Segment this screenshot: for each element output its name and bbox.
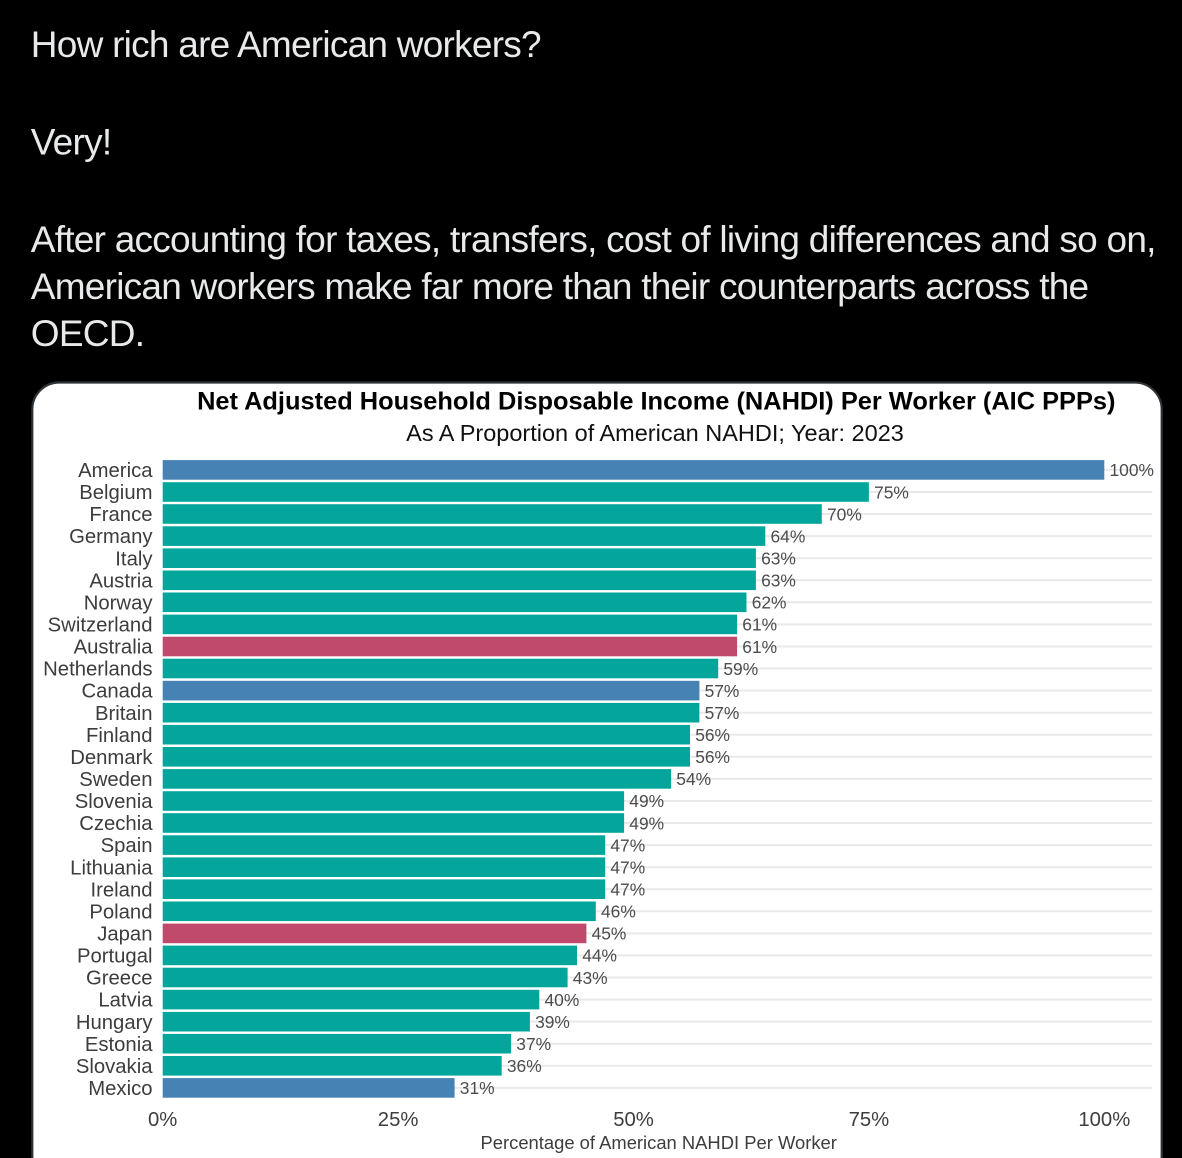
svg-text:54%: 54% <box>676 769 711 789</box>
svg-text:Percentage of American NAHDI P: Percentage of American NAHDI Per Worker <box>481 1132 837 1153</box>
svg-text:56%: 56% <box>695 725 730 745</box>
svg-text:American workers make far more: American workers make far more than thei… <box>31 266 1089 307</box>
svg-text:70%: 70% <box>827 504 862 524</box>
svg-text:Canada: Canada <box>81 681 153 703</box>
svg-text:61%: 61% <box>742 615 777 635</box>
svg-text:45%: 45% <box>592 924 627 944</box>
svg-text:Netherlands: Netherlands <box>43 659 152 681</box>
svg-text:Czechia: Czechia <box>79 813 153 835</box>
svg-text:As A Proportion of American NA: As A Proportion of American NAHDI; Year:… <box>406 420 904 446</box>
svg-text:49%: 49% <box>629 791 664 811</box>
svg-text:75%: 75% <box>874 482 909 502</box>
svg-text:Sweden: Sweden <box>79 769 152 791</box>
svg-text:Spain: Spain <box>101 835 153 857</box>
svg-text:57%: 57% <box>705 681 740 701</box>
svg-text:61%: 61% <box>742 637 777 657</box>
svg-text:25%: 25% <box>378 1109 419 1131</box>
svg-text:America: America <box>78 460 153 482</box>
svg-text:43%: 43% <box>573 968 608 988</box>
svg-text:Australia: Australia <box>74 637 154 659</box>
svg-text:Italy: Italy <box>115 548 153 570</box>
svg-text:47%: 47% <box>610 835 645 855</box>
svg-text:47%: 47% <box>610 880 645 900</box>
svg-text:75%: 75% <box>849 1109 890 1131</box>
svg-text:Britain: Britain <box>95 703 153 725</box>
svg-text:Finland: Finland <box>86 725 153 747</box>
svg-text:44%: 44% <box>582 946 617 966</box>
svg-text:Switzerland: Switzerland <box>48 615 153 637</box>
svg-text:100%: 100% <box>1110 460 1154 480</box>
svg-text:Very!: Very! <box>31 122 112 163</box>
svg-text:Poland: Poland <box>89 901 152 923</box>
svg-text:63%: 63% <box>761 549 796 569</box>
svg-text:46%: 46% <box>601 902 636 922</box>
svg-text:Estonia: Estonia <box>85 1034 153 1056</box>
svg-text:Belgium: Belgium <box>79 482 152 504</box>
svg-text:Ireland: Ireland <box>90 879 152 901</box>
svg-text:Greece: Greece <box>86 968 153 990</box>
svg-text:Japan: Japan <box>97 924 152 946</box>
svg-text:Slovenia: Slovenia <box>75 791 154 813</box>
svg-text:50%: 50% <box>613 1109 654 1131</box>
svg-text:France: France <box>89 504 152 526</box>
svg-text:Denmark: Denmark <box>70 747 153 769</box>
svg-text:Mexico: Mexico <box>88 1078 152 1100</box>
svg-text:59%: 59% <box>723 659 758 679</box>
svg-text:100%: 100% <box>1078 1109 1130 1131</box>
svg-text:40%: 40% <box>545 990 580 1010</box>
svg-text:Norway: Norway <box>84 592 154 614</box>
svg-text:62%: 62% <box>752 593 787 613</box>
svg-text:Germany: Germany <box>69 526 153 548</box>
svg-text:36%: 36% <box>507 1056 542 1076</box>
svg-text:37%: 37% <box>516 1034 551 1054</box>
svg-text:Portugal: Portugal <box>77 946 153 968</box>
svg-text:49%: 49% <box>629 813 664 833</box>
svg-text:39%: 39% <box>535 1012 570 1032</box>
svg-text:63%: 63% <box>761 571 796 591</box>
svg-text:Lithuania: Lithuania <box>70 857 153 879</box>
svg-text:OECD.: OECD. <box>31 313 144 354</box>
svg-text:56%: 56% <box>695 747 730 767</box>
svg-text:Net Adjusted Household Disposa: Net Adjusted Household Disposable Income… <box>197 387 1115 415</box>
svg-text:Austria: Austria <box>89 570 153 592</box>
svg-text:Latvia: Latvia <box>98 990 153 1012</box>
svg-text:64%: 64% <box>771 526 806 546</box>
svg-text:57%: 57% <box>705 703 740 723</box>
svg-text:0%: 0% <box>148 1109 177 1131</box>
svg-text:47%: 47% <box>610 858 645 878</box>
svg-text:Slovakia: Slovakia <box>76 1056 153 1078</box>
svg-text:After accounting for taxes, tr: After accounting for taxes, transfers, c… <box>31 219 1156 260</box>
svg-text:How rich are American workers?: How rich are American workers? <box>31 24 541 65</box>
svg-text:31%: 31% <box>460 1078 495 1098</box>
svg-text:Hungary: Hungary <box>76 1012 154 1034</box>
